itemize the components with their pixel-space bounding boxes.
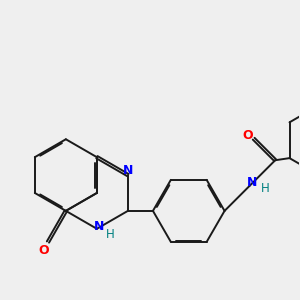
Text: H: H bbox=[106, 228, 115, 241]
Text: N: N bbox=[94, 220, 104, 233]
Text: H: H bbox=[260, 182, 269, 195]
Text: O: O bbox=[242, 129, 253, 142]
Text: O: O bbox=[38, 244, 49, 257]
Text: N: N bbox=[123, 164, 133, 177]
Text: N: N bbox=[247, 176, 257, 189]
